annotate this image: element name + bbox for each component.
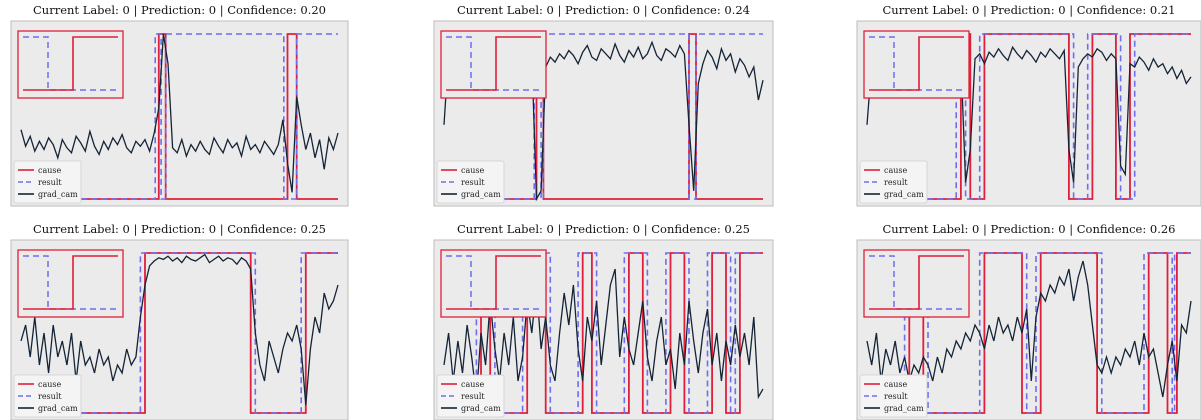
chart-panel-1: Current Label: 0 | Prediction: 0 | Confi… [10,3,349,207]
chart-title: Current Label: 0 | Prediction: 0 | Confi… [33,3,326,18]
inset-frame [17,30,124,99]
legend-label-cause: cause [38,380,62,389]
legend-label-grad-cam: grad_cam [461,190,501,199]
inset-frame [440,249,547,318]
legend-label-result: result [461,392,485,401]
cause-line [21,33,338,200]
legend-box [436,374,505,418]
legend: cause result grad_cam [13,374,82,418]
legend-label-grad-cam: grad_cam [38,404,78,413]
legend-box [859,374,928,418]
legend-label-cause: cause [38,166,62,175]
chart-title: Current Label: 0 | Prediction: 0 | Confi… [883,222,1176,237]
legend-label-grad-cam: grad_cam [38,190,78,199]
chart-title: Current Label: 0 | Prediction: 0 | Confi… [457,222,750,237]
inset-result-line [446,255,541,310]
legend-label-grad-cam: grad_cam [884,404,924,413]
legend-label-result: result [884,178,908,187]
inset-panel [863,249,970,318]
legend: cause result grad_cam [436,160,505,204]
chart-title: Current Label: 0 | Prediction: 0 | Confi… [883,3,1176,18]
inset-cause-line [446,255,541,310]
legend-box [13,374,82,418]
grad-cam-line [866,260,1192,398]
chart-panel-2: Current Label: 0 | Prediction: 0 | Confi… [433,3,774,207]
chart-panel-4: Current Label: 0 | Prediction: 0 | Confi… [10,222,349,420]
result-line [867,33,1191,200]
grad-cam-line [20,253,339,406]
inset-panel [440,249,547,318]
legend-box [859,160,928,204]
legend: cause result grad_cam [859,160,928,204]
inset-result-line [23,255,118,310]
legend: cause result grad_cam [13,160,82,204]
plot-area [443,252,764,414]
inset-result-line [869,255,964,310]
grad-cam-line [20,33,339,193]
chart-title: Current Label: 0 | Prediction: 0 | Confi… [33,222,326,237]
inset-result-line [23,36,118,91]
legend-label-result: result [38,178,62,187]
result-line [444,252,763,414]
legend-label-cause: cause [884,380,908,389]
inset-cause-line [446,36,541,91]
legend-label-cause: cause [884,166,908,175]
inset-result-line [869,36,964,91]
legend: cause result grad_cam [436,374,505,418]
chart-panel-5: Current Label: 0 | Prediction: 0 | Confi… [433,222,774,420]
legend-label-cause: cause [461,380,485,389]
chart-panel-6: Current Label: 0 | Prediction: 0 | Confi… [856,222,1201,420]
inset-panel [17,249,124,318]
legend-label-result: result [461,178,485,187]
legend-label-cause: cause [461,166,485,175]
result-line [21,33,338,200]
inset-frame [17,249,124,318]
inset-frame [440,30,547,99]
inset-cause-line [23,255,118,310]
cause-line [21,252,338,414]
legend-label-result: result [884,392,908,401]
inset-cause-line [23,36,118,91]
legend: cause result grad_cam [859,374,928,418]
legend-box [436,160,505,204]
inset-cause-line [869,255,964,310]
legend-label-grad-cam: grad_cam [461,404,501,413]
inset-frame [863,30,970,99]
chart-title: Current Label: 0 | Prediction: 0 | Confi… [457,3,750,18]
inset-cause-line [869,36,964,91]
legend-label-grad-cam: grad_cam [884,190,924,199]
inset-panel [440,30,547,99]
legend-box [13,160,82,204]
grad-cam-line [443,268,764,400]
chart-panel-3: Current Label: 0 | Prediction: 0 | Confi… [856,3,1201,207]
inset-panel [863,30,970,99]
inset-panel [17,30,124,99]
inset-result-line [446,36,541,91]
legend-label-result: result [38,392,62,401]
plot-area [20,252,339,414]
plot-area [20,33,339,200]
inset-frame [863,249,970,318]
